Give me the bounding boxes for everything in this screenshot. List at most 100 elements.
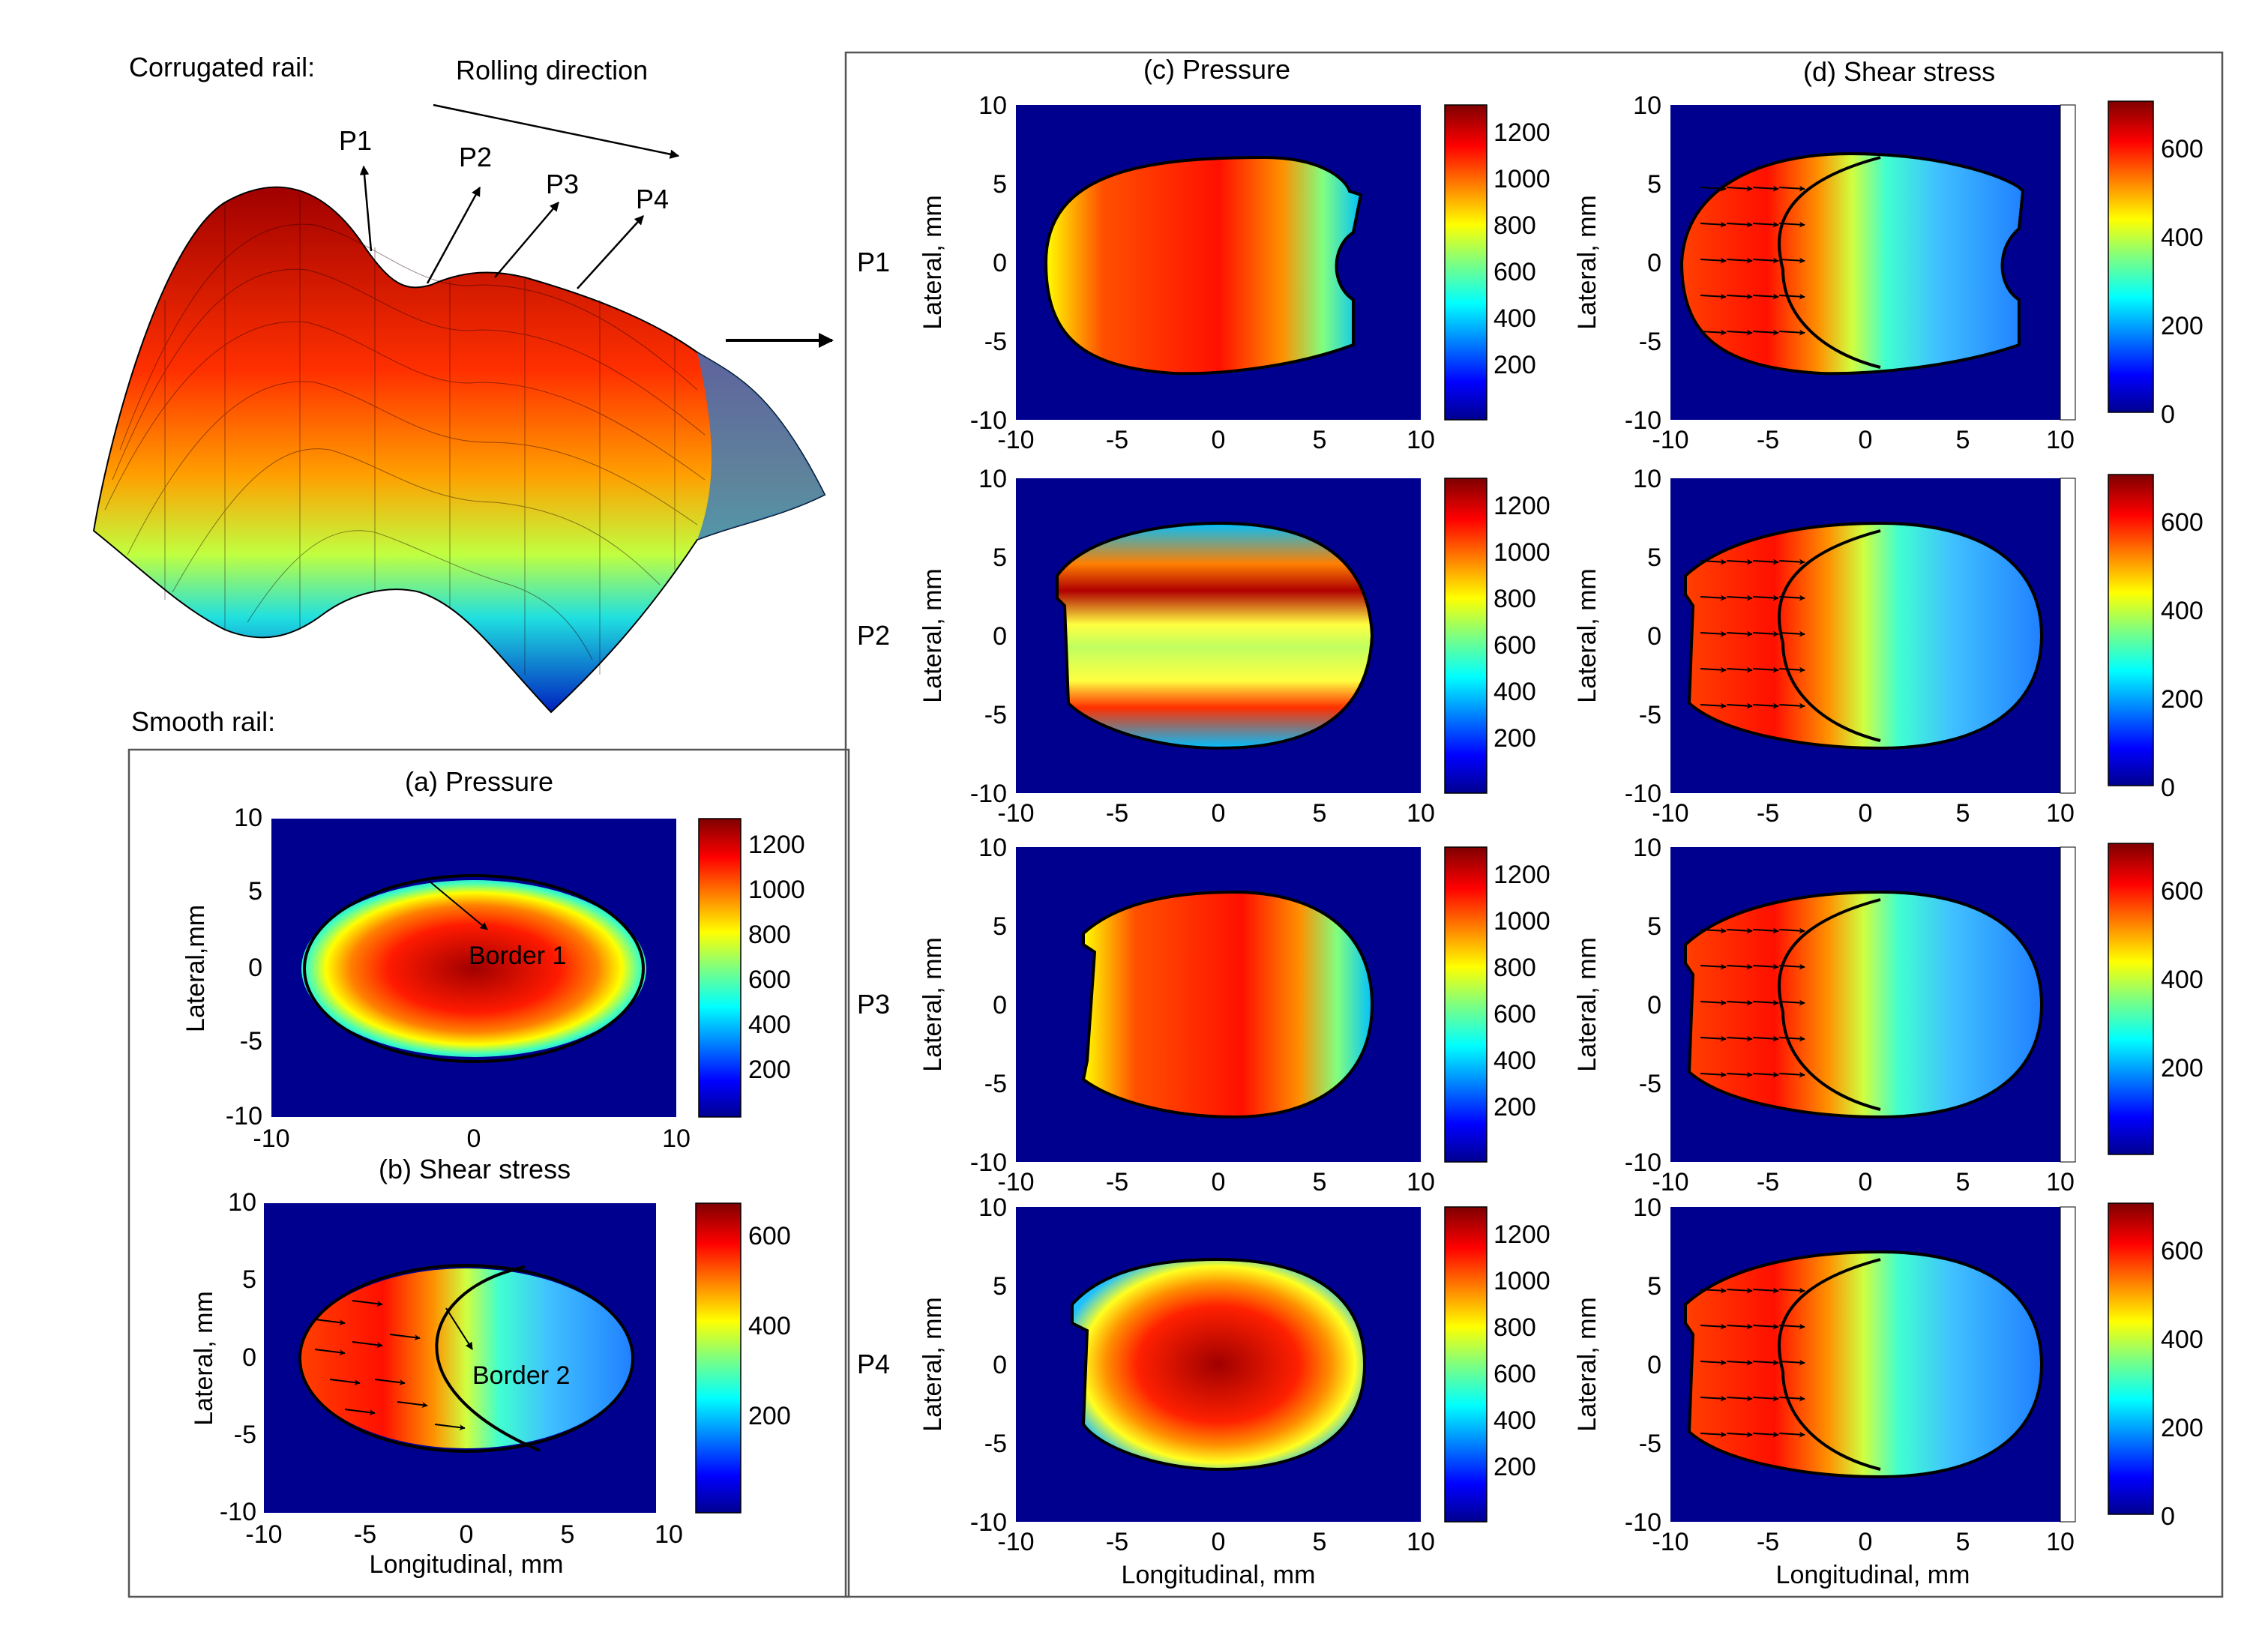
p2-arrow: [426, 186, 481, 284]
shear-arrow: [1726, 999, 1753, 1006]
pressure-cbar-tick: 600: [1494, 631, 1536, 660]
shear-white-strip: [2060, 846, 2076, 1163]
shear-border-p4: [1684, 1250, 2044, 1479]
shear-ytick: -10: [1625, 406, 1661, 435]
pressure-xtick: 10: [1407, 426, 1435, 454]
svg-text:5: 5: [248, 877, 262, 906]
pressure-ytick: 10: [978, 91, 1007, 120]
shear-arrow: [1700, 558, 1727, 565]
svg-text:-5: -5: [234, 1421, 256, 1449]
shear-ytick: -5: [1639, 701, 1661, 729]
svg-text:-10: -10: [220, 1498, 256, 1526]
svg-text:200: 200: [748, 1402, 791, 1430]
panel-b-xlabel: Longitudinal, mm: [370, 1550, 564, 1579]
p4-arrow: [577, 215, 644, 289]
p4-label: P4: [636, 184, 669, 214]
shear-cbar-tick: 600: [2161, 508, 2204, 537]
pressure-ytick: -10: [970, 1508, 1007, 1537]
pressure-ytick: 0: [993, 622, 1007, 651]
pressure-xtick: 0: [1212, 799, 1226, 828]
shear-arrow: [1700, 999, 1727, 1006]
shear-arrow: [1778, 630, 1805, 637]
pressure-contact-p3: [1083, 892, 1372, 1117]
shear-arrow: [1778, 1071, 1805, 1078]
shear-ylabel: Lateral, mm: [1573, 1297, 1601, 1432]
pressure-xtick: -10: [997, 1168, 1034, 1196]
shear-ytick: 5: [1647, 170, 1661, 199]
shear-xtick: -5: [1757, 799, 1779, 828]
svg-text:0: 0: [248, 954, 262, 982]
shear-xtick: -5: [1757, 426, 1779, 454]
shear-xlabel: Longitudinal, mm: [1776, 1561, 1970, 1589]
shear-arrow: [1700, 293, 1727, 300]
pressure-border-p4: [1071, 1257, 1367, 1472]
shear-ytick: 5: [1647, 912, 1661, 941]
pressure-border-p2: [1056, 521, 1374, 750]
shear-arrow: [1752, 666, 1779, 673]
pressure-xtick: 0: [1212, 1168, 1226, 1196]
panel-a-colorbar: [698, 818, 742, 1118]
shear-arrow: [1778, 558, 1805, 565]
panel-a-title: (a) Pressure: [405, 766, 553, 797]
pressure-xtick: -5: [1106, 799, 1128, 828]
svg-text:5: 5: [561, 1520, 575, 1549]
shear-arrow: [1700, 1323, 1727, 1330]
shear-arrow: [1752, 1431, 1779, 1438]
shear-arrow: [1700, 1431, 1727, 1438]
shear-white-strip: [2060, 104, 2076, 421]
shear-arrow: [1700, 1071, 1727, 1078]
border2-curve: [435, 1265, 541, 1452]
shear-ytick: 10: [1633, 465, 1661, 493]
shear-contact-p1: [1682, 154, 2023, 374]
shear-cbar-tick: 200: [2161, 312, 2204, 340]
svg-text:10: 10: [662, 1124, 691, 1153]
shear-xtick: -10: [1652, 1528, 1688, 1556]
panel-a: (a) Pressure Border 1 10 5 0 -5 -10 -10 …: [181, 766, 805, 1153]
pressure-ytick: 0: [993, 1351, 1007, 1379]
pressure-ylabel: Lateral, mm: [918, 937, 947, 1072]
pressure-ytick: 10: [978, 465, 1007, 493]
pressure-cbar-tick: 600: [1494, 1360, 1536, 1388]
smooth-label: Smooth rail:: [131, 706, 275, 737]
p3-label: P3: [546, 169, 579, 199]
shear-xtick: 5: [1956, 1168, 1970, 1196]
p3-arrow: [494, 202, 559, 278]
pressure-xtick: -10: [997, 799, 1034, 828]
svg-text:600: 600: [748, 1222, 791, 1250]
shear-arrow: [1726, 630, 1753, 637]
pressure-cbar-tick: 1200: [1494, 861, 1550, 889]
pressure-cbar-tick: 800: [1494, 1313, 1536, 1342]
shear-ytick: -10: [1625, 780, 1661, 808]
shear-ytick: 5: [1647, 543, 1661, 572]
shear-xtick: 5: [1956, 426, 1970, 454]
svg-text:1000: 1000: [748, 876, 805, 904]
panel-a-cbar-ticks: 1200 1000 800 600 400 200: [748, 831, 805, 1084]
shear-ytick: 10: [1633, 91, 1661, 120]
shear-colorbar: [2108, 474, 2154, 786]
svg-text:10: 10: [655, 1520, 683, 1549]
shear-colorbar: [2108, 1202, 2154, 1515]
shear-ytick: 0: [1647, 991, 1661, 1020]
shear-xtick: 10: [2046, 1528, 2075, 1556]
panel-a-contact: [301, 880, 646, 1057]
shear-arrows: [1700, 927, 1805, 1078]
shear-arrow: [1778, 999, 1805, 1006]
panel-b-ylabel: Lateral, mm: [190, 1291, 218, 1426]
shear-arrow: [1752, 185, 1779, 192]
shear-border-p2: [1684, 521, 2044, 750]
p2-label: P2: [459, 142, 492, 172]
shear-cbar-tick: 400: [2161, 223, 2204, 252]
row-label-p2: P2: [857, 620, 890, 651]
svg-text:400: 400: [748, 1312, 791, 1340]
pressure-ytick: -5: [984, 328, 1007, 356]
shear-arrow: [1752, 1071, 1779, 1078]
shear-arrow: [1752, 1323, 1779, 1330]
shear-cbar-tick: 400: [2161, 966, 2204, 994]
svg-text:-10: -10: [226, 1102, 262, 1130]
svg-text:0: 0: [467, 1124, 481, 1153]
shear-cbar-tick: 0: [2161, 774, 2175, 802]
shear-ytick: -10: [1625, 1508, 1661, 1537]
